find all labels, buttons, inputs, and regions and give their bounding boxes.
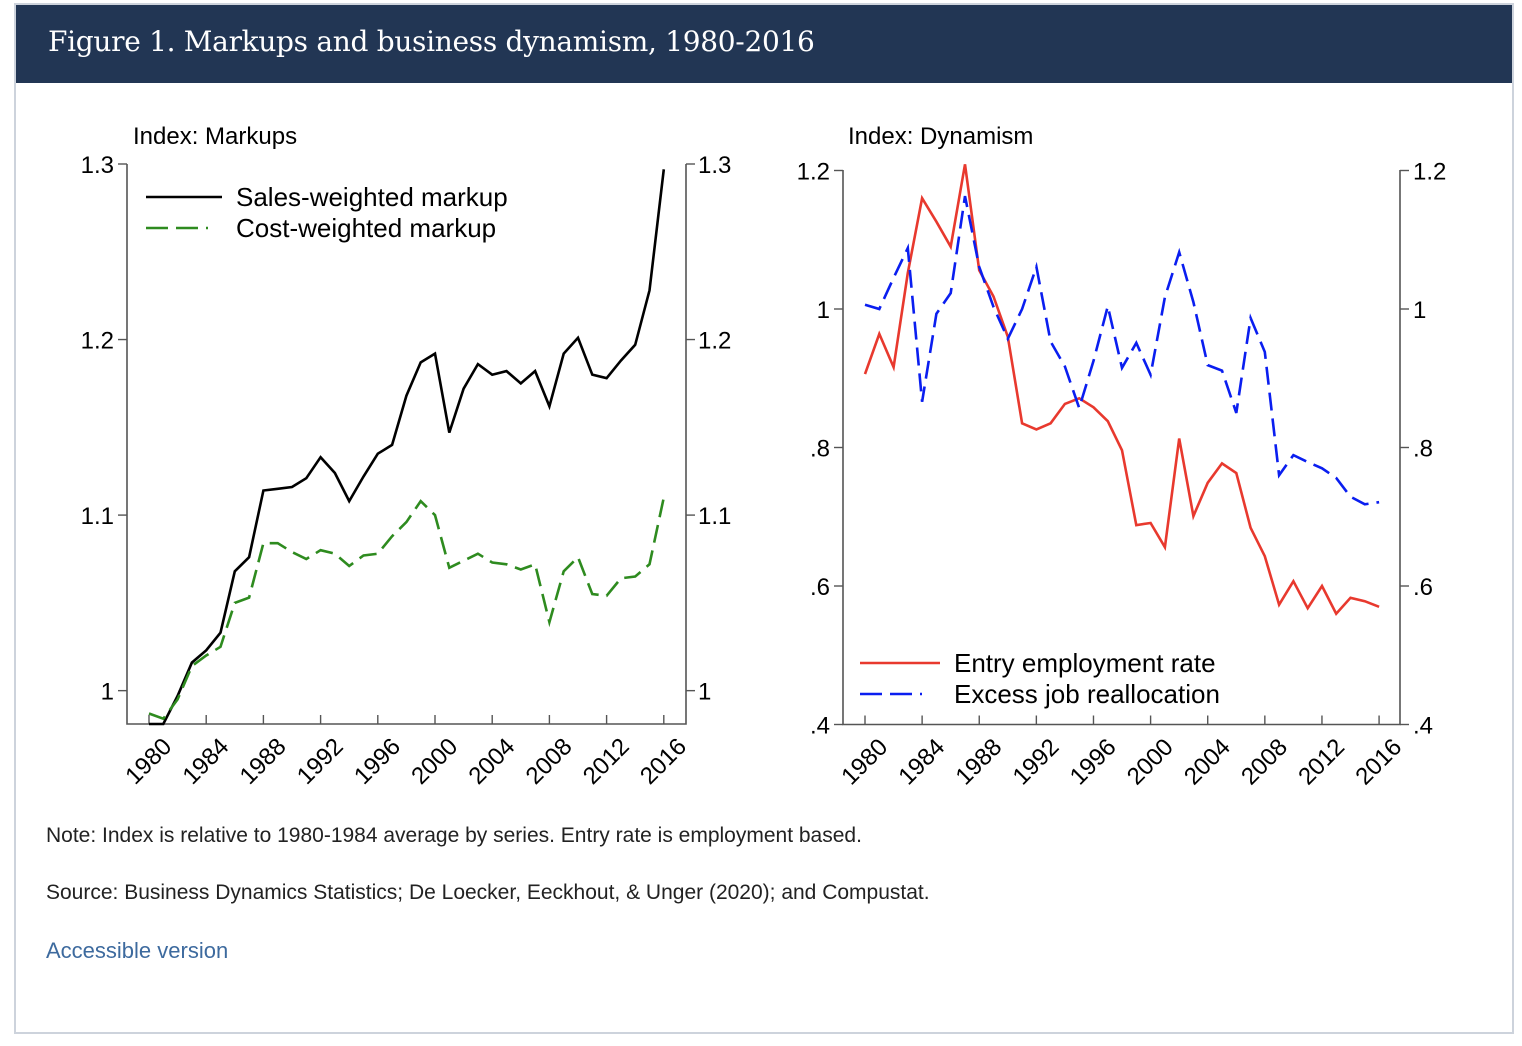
x-tick-label: 2012 — [1293, 734, 1350, 791]
figure-note: Note: Index is relative to 1980-1984 ave… — [46, 824, 862, 847]
legend-label: Entry employment rate — [954, 648, 1216, 678]
x-tick-label: 2008 — [521, 733, 578, 790]
series-line-entry-employment-rate — [863, 164, 1380, 616]
x-tick-label: 1984 — [893, 734, 950, 791]
x-tick-label: 2016 — [1350, 734, 1407, 791]
series-line-sales-weighted-markup — [149, 169, 666, 726]
legend-label: Sales-weighted markup — [236, 182, 508, 212]
y-axis-title: Index: Markups — [133, 123, 297, 150]
x-tick-label: 1992 — [1008, 734, 1065, 791]
y-tick-label-left: 1.3 — [81, 152, 114, 179]
x-tick-label: 1996 — [349, 733, 406, 790]
y-tick-label-right: 1.3 — [698, 152, 731, 179]
y-tick-label-left: .4 — [810, 713, 830, 740]
x-tick-label: 2012 — [578, 733, 635, 790]
series-line-cost-weighted-markup — [148, 497, 666, 721]
x-tick-label: 2000 — [1122, 734, 1179, 791]
y-tick-label-left: 1 — [817, 297, 830, 324]
plot-axes — [126, 164, 687, 725]
x-tick-label: 1996 — [1065, 734, 1122, 791]
y-tick-label-left: 1.2 — [797, 159, 830, 186]
y-tick-label-right: 1.2 — [698, 328, 731, 355]
y-tick-label-left: 1.1 — [81, 503, 114, 530]
y-tick-label-right: .8 — [1413, 436, 1433, 463]
y-tick-label-right: .6 — [1413, 574, 1433, 601]
figure-title: Figure 1. Markups and business dynamism,… — [48, 25, 815, 58]
figure-header: Figure 1. Markups and business dynamism,… — [16, 5, 1512, 83]
x-tick-label: 2008 — [1236, 734, 1293, 791]
x-tick-label: 2016 — [635, 733, 692, 790]
x-tick-label: 1984 — [177, 733, 234, 790]
y-tick-label-left: 1 — [101, 679, 114, 706]
x-tick-label: 1988 — [235, 733, 292, 790]
legend-label: Excess job reallocation — [954, 679, 1220, 709]
y-tick-label-left: .8 — [810, 436, 830, 463]
y-tick-label-right: 1 — [1413, 297, 1426, 324]
x-tick-label: 2004 — [463, 733, 520, 790]
y-tick-label-right: 1.2 — [1413, 159, 1446, 186]
x-tick-label: 2000 — [406, 733, 463, 790]
legend-label: Cost-weighted markup — [236, 213, 496, 243]
x-tick-label: 1980 — [120, 733, 177, 790]
accessible-version-link[interactable]: Accessible version — [46, 938, 229, 963]
y-tick-label-right: .4 — [1413, 713, 1433, 740]
x-tick-label: 2004 — [1179, 734, 1236, 791]
y-tick-label-left: .6 — [810, 574, 830, 601]
figure-frame: Figure 1. Markups and business dynamism,… — [14, 3, 1514, 1034]
y-tick-label-right: 1.1 — [698, 503, 731, 530]
x-tick-label: 1980 — [836, 734, 893, 791]
y-tick-label-right: 1 — [698, 679, 711, 706]
y-tick-label-left: 1.2 — [81, 328, 114, 355]
x-tick-label: 1992 — [292, 733, 349, 790]
series-line-excess-job-reallocation — [864, 195, 1380, 506]
x-tick-label: 1988 — [951, 734, 1008, 791]
figure-source: Source: Business Dynamics Statistics; De… — [46, 881, 930, 904]
y-axis-title: Index: Dynamism — [848, 123, 1033, 150]
